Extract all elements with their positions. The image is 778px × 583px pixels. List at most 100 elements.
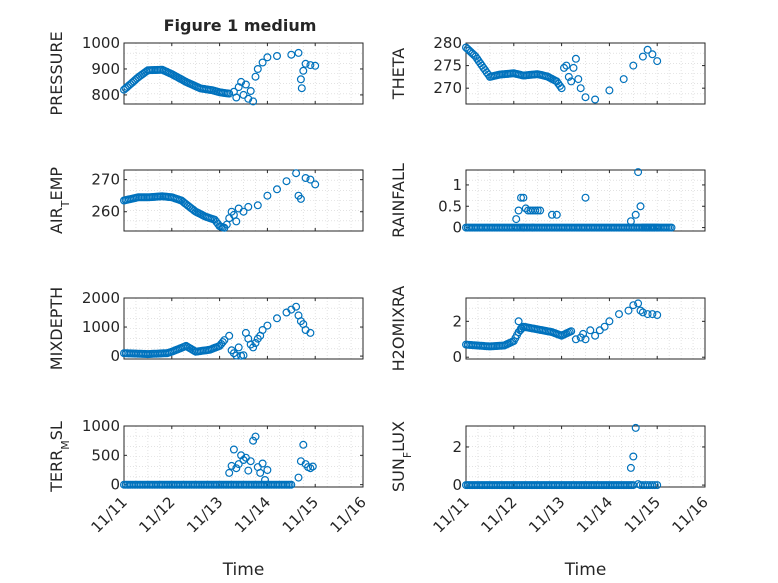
- data-point: [263, 321, 272, 330]
- data-point: [306, 328, 315, 337]
- data-point: [308, 462, 317, 471]
- x-axis-label: Time: [564, 560, 607, 580]
- data-point: [239, 351, 248, 360]
- data-point: [311, 180, 320, 189]
- data-point: [536, 206, 545, 215]
- data-point: [301, 174, 310, 183]
- data-point: [631, 210, 640, 219]
- x-tick-label: 11/11: [430, 493, 473, 536]
- y-axis-label: TERRMSL: [47, 421, 72, 493]
- x-axis-label: Time: [222, 560, 265, 580]
- data-point: [287, 50, 296, 59]
- data-point: [249, 436, 258, 445]
- data-point: [246, 457, 255, 466]
- data-point: [648, 50, 657, 59]
- data-point: [512, 215, 521, 224]
- subplot-terr_msl: 11/11 11/12 11/13 11/14 11/15 11/16 0 500 1000 TE…: [47, 417, 370, 580]
- axes-box: [123, 42, 364, 105]
- data-point: [591, 95, 600, 104]
- data-point: [256, 468, 265, 477]
- data-point: [249, 97, 258, 106]
- data-point: [648, 310, 657, 319]
- y-tick-label: 0: [452, 219, 462, 237]
- data-point: [282, 177, 291, 186]
- data-point: [237, 451, 246, 460]
- data-point: [638, 308, 647, 317]
- data-point: [296, 194, 305, 203]
- subplot-sun_flux: 11/11 11/12 11/13 11/14 11/15 11/16 0 2 SUNFLUX T…: [389, 421, 712, 580]
- data-point: [263, 466, 272, 475]
- data-point: [258, 326, 267, 335]
- data-point: [528, 223, 537, 232]
- data-point: [294, 48, 303, 57]
- data-point: [634, 299, 643, 308]
- y-tick-label: 270: [91, 171, 120, 189]
- axes-box: [465, 42, 706, 105]
- data-point: [218, 338, 227, 347]
- data-point: [239, 207, 248, 216]
- y-tick-label: 1000: [82, 417, 120, 435]
- data-point: [311, 61, 320, 70]
- data-point: [586, 326, 595, 335]
- data-point: [653, 311, 662, 320]
- data-point: [643, 45, 652, 54]
- data-point: [241, 80, 250, 89]
- data-point: [605, 317, 614, 326]
- data-point: [287, 480, 296, 489]
- data-point: [653, 57, 662, 66]
- data-point: [629, 452, 638, 461]
- data-point: [653, 223, 662, 232]
- data-point: [227, 461, 236, 470]
- data-point: [531, 206, 540, 215]
- data-point: [220, 336, 229, 345]
- data-point: [294, 473, 303, 482]
- y-axis-label: SUNFLUX: [389, 421, 414, 492]
- data-point: [629, 61, 638, 70]
- data-point: [516, 193, 525, 202]
- data-point: [251, 432, 260, 441]
- data-point: [567, 327, 576, 336]
- data-point: [232, 217, 241, 226]
- data-point: [648, 223, 657, 232]
- data-point: [581, 335, 590, 344]
- data-point: [225, 89, 234, 98]
- data-point: [301, 59, 310, 68]
- data-point: [263, 191, 272, 200]
- data-point: [306, 61, 315, 70]
- data-point: [667, 223, 676, 232]
- data-point: [244, 202, 253, 211]
- data-point: [619, 75, 628, 84]
- data-point: [258, 58, 267, 67]
- data-point: [650, 481, 659, 490]
- y-axis-label: RAINFALL: [389, 163, 408, 238]
- data-point: [581, 193, 590, 202]
- data-point: [571, 54, 580, 63]
- data-point: [306, 175, 315, 184]
- data-point: [273, 185, 282, 194]
- data-point: [244, 466, 253, 475]
- data-point: [297, 84, 306, 93]
- data-point: [569, 63, 578, 72]
- data-point: [232, 93, 241, 102]
- data-point: [299, 66, 308, 75]
- x-tick-label: 11/12: [477, 493, 520, 536]
- data-point: [571, 335, 580, 344]
- y-tick-label: 1000: [82, 34, 120, 52]
- data-point: [626, 463, 635, 472]
- data-point: [246, 86, 255, 95]
- y-tick-label: 0: [110, 347, 120, 365]
- data-point: [299, 440, 308, 449]
- data-point: [292, 169, 301, 178]
- y-tick-label: 0.5: [438, 197, 462, 215]
- y-axis-label: PRESSURE: [47, 31, 66, 115]
- y-tick-label: 1: [452, 176, 462, 194]
- y-axis-label: MIXDEPTH: [47, 287, 66, 370]
- x-tick-label: 11/15: [621, 493, 664, 536]
- data-point: [249, 343, 258, 352]
- y-tick-label: 500: [91, 446, 120, 464]
- subplot-pressure: 800 900 1000 PRESSURE: [47, 31, 364, 116]
- data-point: [574, 75, 583, 84]
- data-point: [229, 445, 238, 454]
